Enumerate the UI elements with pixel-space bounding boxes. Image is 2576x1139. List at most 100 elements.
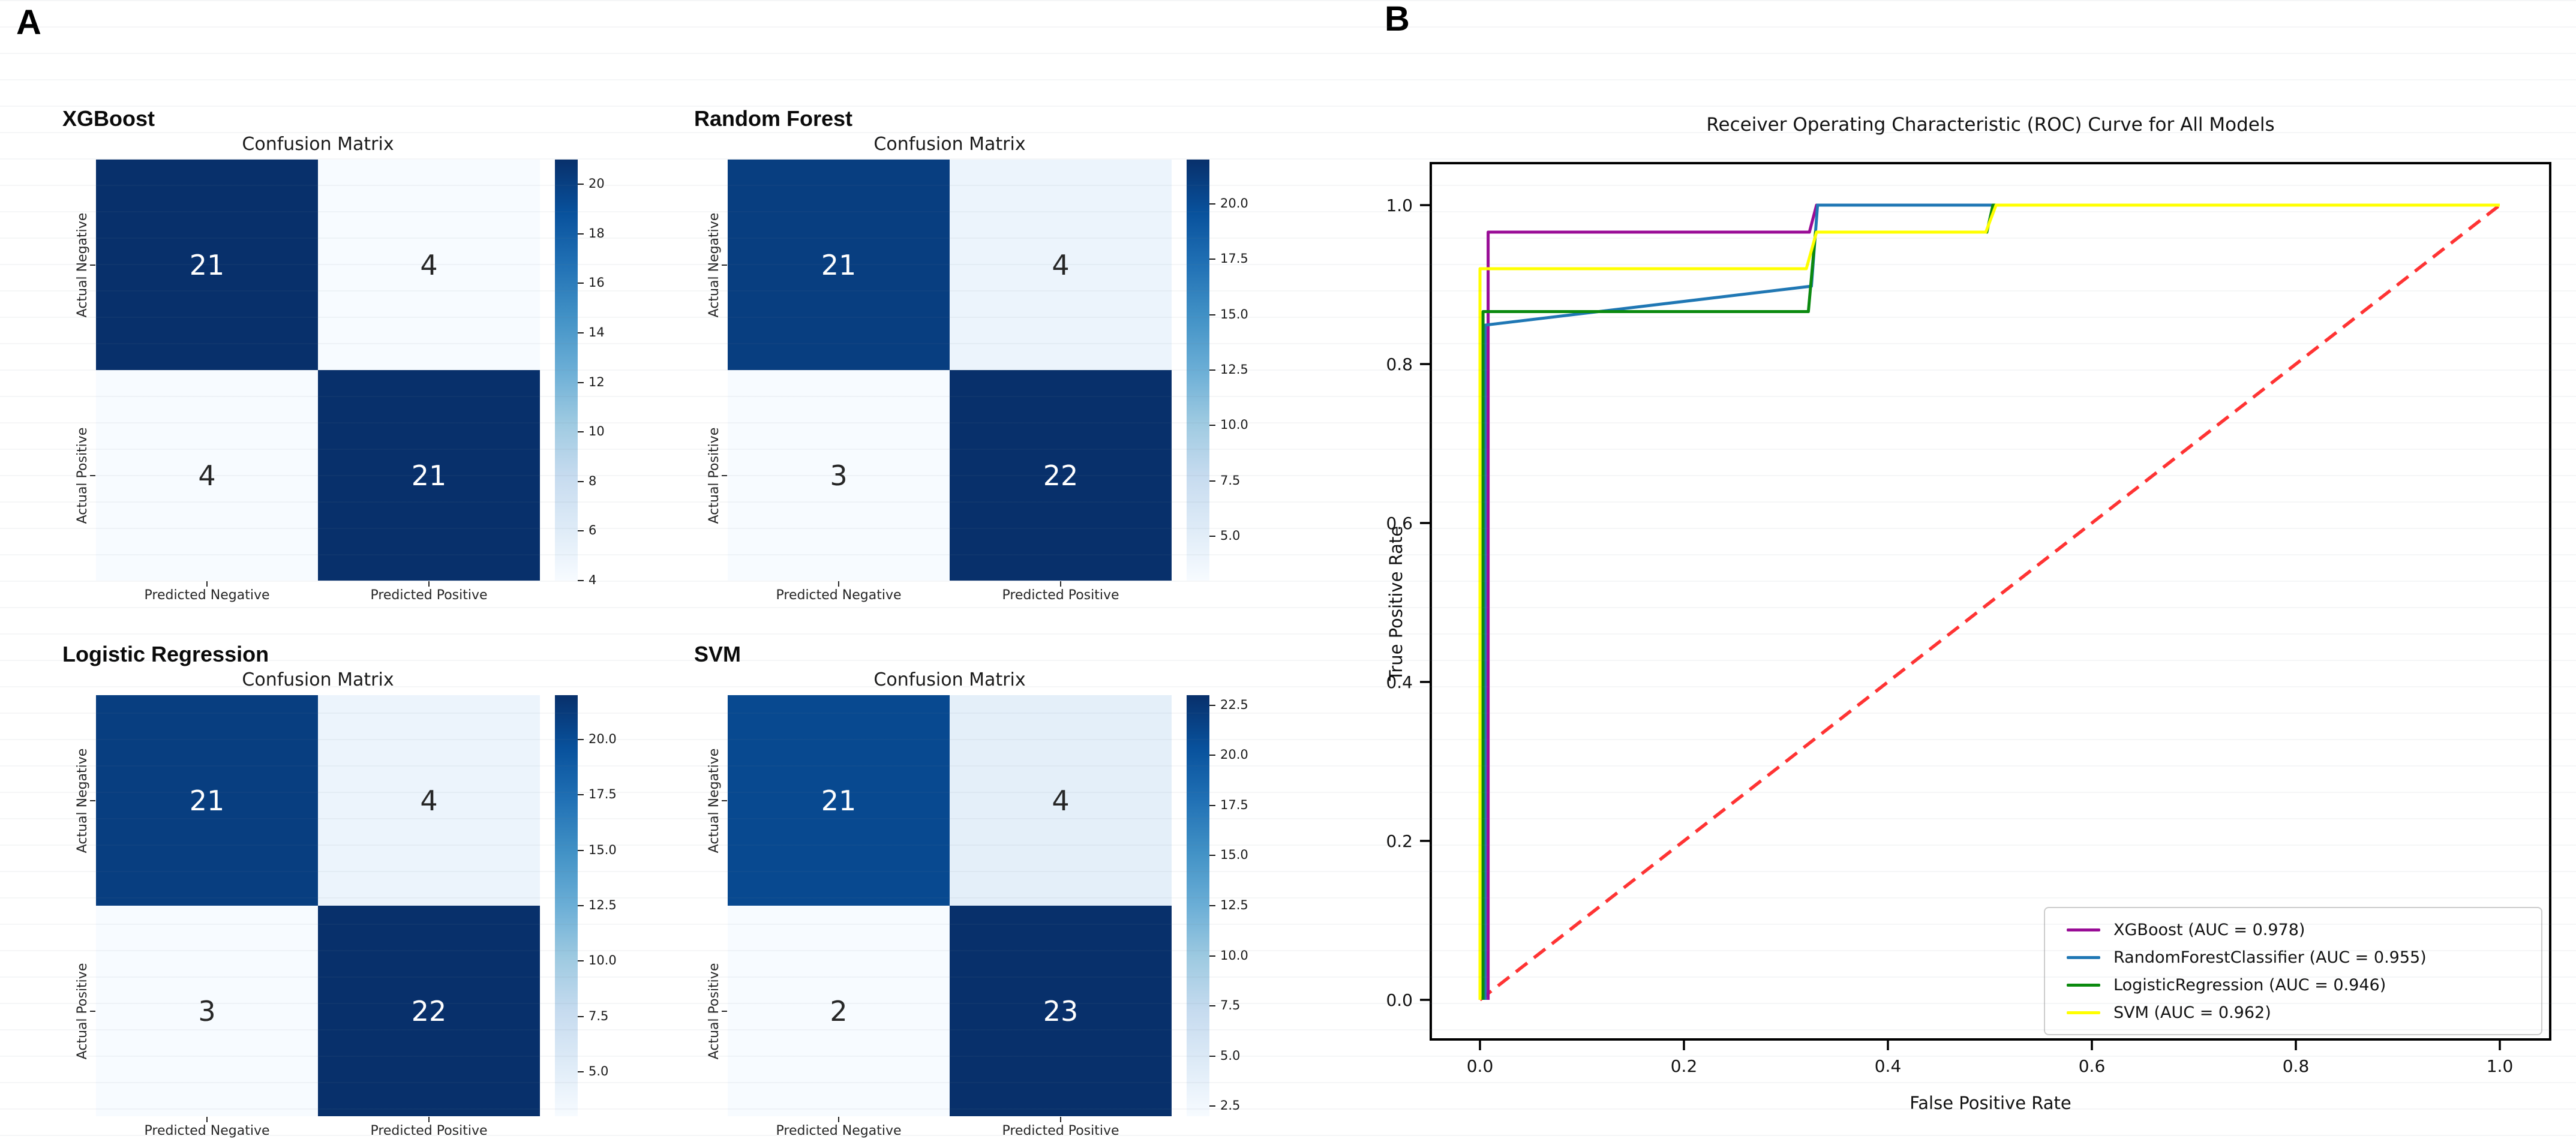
model-name: SVM (694, 642, 741, 666)
legend-item: SVM (AUC = 0.962) (2067, 1002, 2541, 1023)
heatmap-cell: 22 (318, 906, 540, 1116)
legend-label: RandomForestClassifier (AUC = 0.955) (2113, 948, 2427, 967)
colorbar-tick (578, 960, 584, 962)
heatmap-cell: 21 (728, 695, 950, 906)
heatmap-cell: 4 (318, 695, 540, 906)
axis-tick (722, 474, 727, 476)
colorbar-tick (578, 580, 584, 581)
y-tick-label: 0.2 (1386, 831, 1413, 851)
row-label: Actual Positive (707, 427, 722, 524)
legend-line-swatch (2067, 928, 2100, 931)
axis-tick (1060, 1117, 1061, 1122)
colorbar-tick-label: 10.0 (1220, 948, 1248, 963)
heatmap-cell: 3 (96, 906, 318, 1116)
roc-x-axis-label: False Positive Rate (1910, 1093, 2071, 1113)
colorbar-tick (578, 1071, 584, 1073)
axis-tick (90, 264, 95, 266)
confusion-matrix-panel-svm: SVM Confusion Matrix 21 4 2 23 Actual Negati… (692, 641, 1316, 1139)
heatmap: 21 4 4 21 (96, 160, 540, 581)
axis-tick (722, 800, 727, 801)
chart-title: Confusion Matrix (873, 669, 1026, 690)
heatmap-cell: 21 (96, 695, 318, 906)
colorbar-tick-label: 17.5 (1220, 797, 1248, 812)
row-label: Actual Negative (75, 748, 90, 853)
x-tick-label: 0.8 (2283, 1056, 2310, 1076)
colorbar-tick-label: 5.0 (1220, 528, 1241, 543)
row-label: Actual Negative (75, 212, 90, 317)
axis-tick (90, 1010, 95, 1012)
colorbar-tick-label: 18 (589, 226, 605, 241)
column-label: Predicted Positive (370, 588, 488, 603)
colorbar-tick (578, 738, 584, 740)
colorbar-tick-label: 20.0 (589, 731, 617, 746)
confusion-matrix-panel-logistic-regression: Logistic Regression Confusion Matrix 21 4… (60, 641, 684, 1139)
row-label: Actual Positive (75, 963, 90, 1059)
legend-label: SVM (AUC = 0.962) (2113, 1003, 2271, 1022)
roc-legend: XGBoost (AUC = 0.978) RandomForestClassif… (2044, 907, 2542, 1035)
colorbar-tick-label: 17.5 (1220, 251, 1248, 266)
x-tick-label: 0.2 (1671, 1056, 1698, 1076)
panel-a-label: A (16, 3, 41, 42)
colorbar-tick-label: 7.5 (1220, 473, 1241, 488)
colorbar-tick (578, 332, 584, 334)
legend-label: XGBoost (AUC = 0.978) (2113, 920, 2305, 939)
colorbar-tick (1209, 704, 1215, 706)
colorbar-tick-label: 7.5 (589, 1008, 609, 1023)
column-label: Predicted Negative (776, 588, 902, 603)
colorbar-tick (578, 849, 584, 851)
colorbar-tick (1209, 259, 1215, 260)
heatmap: 21 4 3 22 (96, 695, 540, 1116)
colorbar-tick-label: 15.0 (1220, 306, 1248, 321)
colorbar-tick (578, 431, 584, 433)
legend-item: LogisticRegression (AUC = 0.946) (2067, 974, 2541, 996)
colorbar-tick-label: 12.5 (1220, 898, 1248, 912)
column-label: Predicted Negative (144, 588, 270, 603)
colorbar-tick-label: 2.5 (1220, 1098, 1241, 1113)
colorbar-tick (1209, 804, 1215, 806)
colorbar-tick (1209, 480, 1215, 482)
heatmap-cell: 21 (318, 370, 540, 581)
heatmap-cell: 21 (728, 160, 950, 370)
colorbar-tick (578, 233, 584, 235)
colorbar-tick (578, 905, 584, 906)
colorbar (555, 160, 578, 581)
colorbar-tick-label: 10.0 (1220, 417, 1248, 432)
colorbar-tick (1209, 203, 1215, 205)
colorbar-tick-label: 12 (589, 374, 605, 389)
heatmap-cell: 4 (96, 370, 318, 581)
y-tick-label: 0.0 (1386, 990, 1413, 1010)
model-name: Random Forest (694, 106, 853, 131)
colorbar-tick-label: 4 (589, 573, 597, 587)
colorbar-tick-label: 15.0 (589, 842, 617, 857)
axis-tick (838, 1117, 839, 1122)
colorbar-tick (1209, 314, 1215, 315)
roc-plot: 0.0 0.2 0.4 0.6 0.8 1.0 0.0 0.2 0.4 0.6 0.8 1.0 (1386, 162, 2551, 1076)
colorbar-tick-label: 10.0 (589, 953, 617, 968)
model-name: Logistic Regression (62, 642, 269, 666)
colorbar-tick-label: 12.5 (1220, 362, 1248, 377)
colorbar-tick (578, 283, 584, 284)
colorbar-tick-label: 20.0 (1220, 747, 1248, 762)
axis-tick (428, 1117, 430, 1122)
axis-tick (722, 1010, 727, 1012)
row-label: Actual Negative (707, 212, 722, 317)
colorbar-tick (1209, 955, 1215, 957)
colorbar-tick (1209, 905, 1215, 906)
heatmap: 21 4 2 23 (728, 695, 1172, 1116)
colorbar-tick-label: 10 (589, 424, 605, 439)
x-tick-label: 1.0 (2487, 1056, 2514, 1076)
y-tick-label: 1.0 (1386, 196, 1413, 215)
colorbar (1187, 695, 1209, 1116)
colorbar-tick (1209, 1105, 1215, 1107)
axis-tick (722, 264, 727, 266)
row-label: Actual Negative (707, 748, 722, 853)
heatmap-cell: 4 (950, 695, 1172, 906)
colorbar-tick (578, 381, 584, 383)
confusion-matrix-panel-random-forest: Random Forest Confusion Matrix 21 4 3 22 Act… (692, 106, 1316, 653)
roc-title: Receiver Operating Characteristic (ROC) … (1706, 114, 2275, 136)
axis-tick (1060, 581, 1061, 587)
heatmap-cell: 23 (950, 906, 1172, 1116)
column-label: Predicted Positive (1002, 588, 1119, 603)
chart-title: Confusion Matrix (873, 134, 1026, 155)
